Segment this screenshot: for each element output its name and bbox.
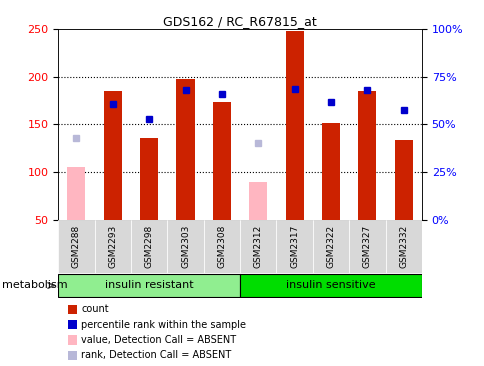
Text: value, Detection Call = ABSENT: value, Detection Call = ABSENT [81,335,236,345]
Text: GSM2308: GSM2308 [217,224,226,268]
Text: GSM2312: GSM2312 [253,224,262,268]
Text: percentile rank within the sample: percentile rank within the sample [81,320,246,330]
Bar [94,220,131,273]
Bar [212,102,230,220]
Text: GSM2317: GSM2317 [289,224,299,268]
Bar [240,274,421,297]
Bar [276,220,312,273]
Text: GSM2298: GSM2298 [144,224,153,268]
Bar [321,123,339,220]
Bar [385,220,421,273]
Bar [312,220,348,273]
Bar [348,220,385,273]
Title: GDS162 / RC_R67815_at: GDS162 / RC_R67815_at [163,15,317,28]
Text: GSM2327: GSM2327 [362,224,371,268]
Bar [140,138,158,220]
Text: insulin resistant: insulin resistant [105,280,193,291]
Bar [104,91,121,220]
Text: rank, Detection Call = ABSENT: rank, Detection Call = ABSENT [81,350,231,361]
Bar [203,220,240,273]
Text: GSM2303: GSM2303 [181,224,190,268]
Text: metabolism: metabolism [2,280,68,291]
Bar [58,220,94,273]
Bar [394,140,412,220]
Text: insulin sensitive: insulin sensitive [286,280,375,291]
Bar [249,182,267,220]
Text: GSM2288: GSM2288 [72,224,81,268]
Text: GSM2293: GSM2293 [108,224,117,268]
Bar [131,220,167,273]
Text: GSM2322: GSM2322 [326,225,335,268]
Bar [285,31,303,220]
Text: count: count [81,304,109,314]
Bar [240,220,276,273]
Bar [67,167,85,220]
Bar [358,91,376,220]
Bar [58,274,240,297]
Bar [176,79,194,220]
Bar [167,220,203,273]
Text: GSM2332: GSM2332 [398,224,408,268]
